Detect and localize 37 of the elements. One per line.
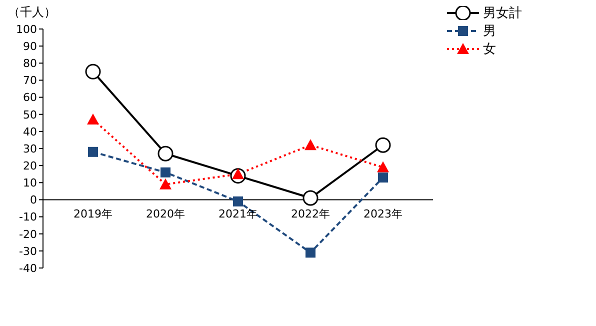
- point: [306, 248, 316, 258]
- point: [87, 113, 99, 124]
- point: [88, 146, 98, 157]
- legend-label: 女: [483, 41, 496, 58]
- y-tick-label: 30: [23, 142, 37, 156]
- point: [378, 172, 388, 183]
- point: [302, 190, 318, 206]
- point: [158, 146, 174, 162]
- point: [375, 137, 391, 153]
- y-tick-label: 80: [23, 57, 37, 70]
- x-tick-label: 2019年: [74, 208, 112, 221]
- y-tick-label: -40: [19, 262, 37, 275]
- x-tick-label: 2023年: [364, 208, 402, 221]
- y-tick-label: 60: [23, 91, 37, 104]
- legend-label: 男女計: [483, 5, 522, 22]
- y-tick-label: -10: [19, 210, 37, 224]
- point: [160, 178, 172, 190]
- x-tick-label: 2022年: [291, 208, 330, 221]
- point: [160, 167, 170, 178]
- y-tick-label: 100: [16, 22, 37, 36]
- y-tick-label: 40: [23, 125, 37, 138]
- y-tick-label: -30: [19, 244, 37, 258]
- y-tick-label: 90: [23, 40, 37, 53]
- y-axis-title: （千人）: [8, 4, 56, 21]
- y-tick-label: -20: [19, 228, 37, 241]
- point: [233, 196, 243, 206]
- point: [377, 161, 389, 172]
- y-tick-label: 10: [23, 176, 37, 190]
- x-tick-label: 2021年: [218, 208, 258, 221]
- y-tick-label: 0: [30, 194, 37, 207]
- x-tick-label: 2020年: [146, 208, 185, 221]
- legend-label: 男: [483, 23, 496, 40]
- y-tick-label: 20: [23, 159, 37, 172]
- y-tick-label: 70: [23, 74, 37, 88]
- point: [304, 139, 316, 150]
- y-tick-label: 50: [23, 108, 37, 122]
- point: [85, 64, 101, 80]
